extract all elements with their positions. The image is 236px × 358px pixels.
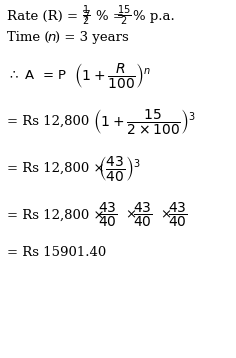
- Text: $\left(1+\dfrac{R}{100}\right)^{n}$: $\left(1+\dfrac{R}{100}\right)^{n}$: [74, 61, 152, 90]
- Text: $\therefore$ A  = P: $\therefore$ A = P: [7, 69, 67, 82]
- Text: = Rs 12,800 ×: = Rs 12,800 ×: [7, 208, 105, 221]
- Text: $\left(1+\dfrac{15}{2\times100}\right)^{3}$: $\left(1+\dfrac{15}{2\times100}\right)^{…: [93, 107, 196, 136]
- Text: $\dfrac{43}{40}$: $\dfrac{43}{40}$: [133, 200, 153, 229]
- Text: $\left(\dfrac{43}{40}\right)^{3}$: $\left(\dfrac{43}{40}\right)^{3}$: [98, 154, 140, 183]
- Text: % =: % =: [96, 10, 123, 23]
- Text: Rate (R) = 7: Rate (R) = 7: [7, 10, 91, 23]
- Text: = Rs 15901.40: = Rs 15901.40: [7, 246, 106, 259]
- Text: % p.a.: % p.a.: [133, 10, 175, 23]
- Text: $\frac{15}{2}$: $\frac{15}{2}$: [117, 4, 131, 28]
- Text: Time (: Time (: [7, 31, 50, 44]
- Text: ×: ×: [160, 208, 171, 221]
- Text: = Rs 12,800 ×: = Rs 12,800 ×: [7, 162, 105, 175]
- Text: $\dfrac{43}{40}$: $\dfrac{43}{40}$: [168, 200, 188, 229]
- Text: ×: ×: [125, 208, 136, 221]
- Text: $\dfrac{43}{40}$: $\dfrac{43}{40}$: [98, 200, 118, 229]
- Text: = Rs 12,800: = Rs 12,800: [7, 115, 89, 128]
- Text: $\frac{1}{2}$: $\frac{1}{2}$: [82, 4, 90, 28]
- Text: ) = 3 years: ) = 3 years: [55, 31, 129, 44]
- Text: $n$: $n$: [47, 31, 56, 44]
